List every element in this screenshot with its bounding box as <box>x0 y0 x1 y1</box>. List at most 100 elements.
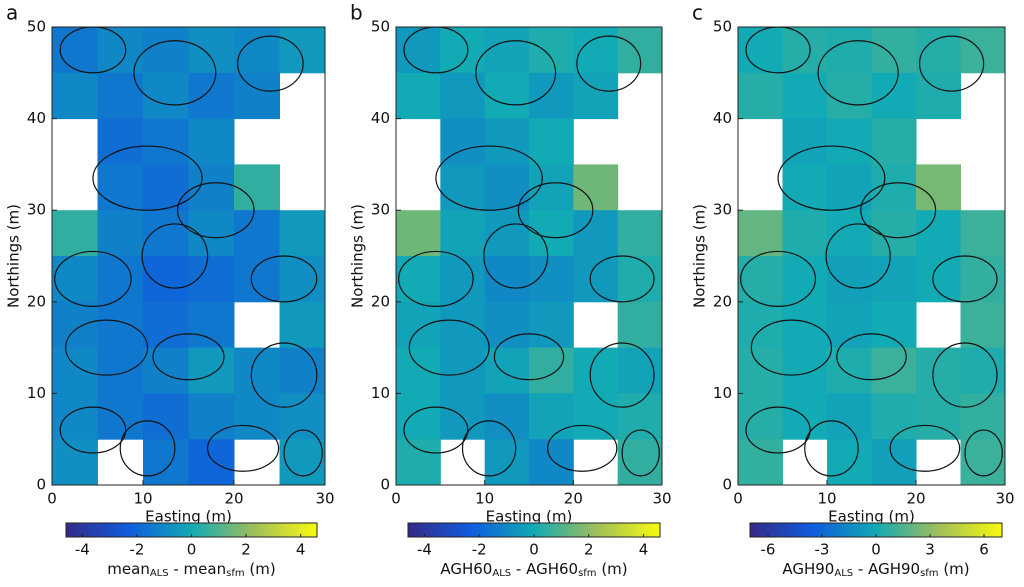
colorbar-segment <box>257 523 262 537</box>
colorbar-segment <box>426 523 431 537</box>
colorbar-segment <box>266 523 271 537</box>
colorbar-tick-label: 2 <box>584 541 594 559</box>
colorbar-segment <box>787 523 792 537</box>
heatmap-cell <box>440 27 486 74</box>
crown-outline <box>283 429 323 477</box>
colorbar-segment <box>578 523 582 537</box>
heatmap-cell <box>916 164 961 211</box>
colorbar-segment <box>69 523 73 537</box>
colorbar-segment <box>983 523 987 537</box>
colorbar-segment <box>942 523 946 537</box>
colorbar-segment <box>898 523 902 537</box>
colorbar-segment <box>797 523 801 537</box>
crown-outline <box>403 406 469 454</box>
heatmap-cell <box>484 301 530 349</box>
colorbar-segment <box>279 523 283 537</box>
colorbar-segment <box>282 523 287 537</box>
colorbar-segment <box>84 523 89 537</box>
colorbar-segment <box>957 523 962 537</box>
colorbar-segment <box>597 523 601 537</box>
heatmap-cell <box>440 393 486 440</box>
y-tick-label: 10 <box>371 384 390 402</box>
colorbar-segment <box>175 523 180 537</box>
x-tick-label: 20 <box>906 490 925 508</box>
heatmap-cell <box>188 347 235 394</box>
crown-outline <box>435 145 543 211</box>
colorbar-segment <box>653 523 658 537</box>
colorbar-segment <box>247 523 252 537</box>
colorbar-segment <box>838 523 842 537</box>
heatmap-cell <box>484 210 530 257</box>
heatmap-cell <box>782 256 828 303</box>
heatmap-cell <box>573 393 619 440</box>
heatmap-cell <box>916 347 961 394</box>
heatmap-cell <box>617 393 663 440</box>
colorbar-tick-label: 0 <box>529 541 539 559</box>
colorbar-segment <box>483 523 488 537</box>
heatmap-cell <box>573 256 619 303</box>
colorbar-segment <box>932 523 937 537</box>
colorbar-segment <box>508 523 513 537</box>
heatmap-cell <box>279 439 326 486</box>
colorbar-segment <box>910 523 915 537</box>
colorbar-segment <box>759 523 764 537</box>
heatmap-cell <box>188 118 235 165</box>
y-tick-label: 50 <box>713 18 732 36</box>
heatmap-cell <box>827 72 872 120</box>
colorbar-tick-label: -2 <box>129 541 144 559</box>
heatmap-cell <box>440 72 486 120</box>
colorbar-segment <box>879 523 883 537</box>
heatmap-cell <box>143 27 189 74</box>
heatmap-cell <box>738 393 783 440</box>
colorbar-segment <box>612 523 617 537</box>
colorbar-segment <box>800 523 805 537</box>
colorbar-segment <box>568 523 573 537</box>
colorbar-segment <box>493 523 497 537</box>
heatmap-cell <box>827 393 872 440</box>
heatmap-cell <box>484 27 530 74</box>
colorbar-segment <box>565 523 570 537</box>
colorbar-segment <box>91 523 95 537</box>
y-tick-label: 40 <box>371 109 390 127</box>
colorbar-segment <box>486 523 491 537</box>
colorbar-segment <box>461 523 466 537</box>
crown-outline <box>207 424 280 472</box>
colorbar-segment <box>954 523 959 537</box>
colorbar-tick-label: 4 <box>639 541 649 559</box>
colorbar-segment <box>122 523 127 537</box>
colorbar-segment <box>260 523 265 537</box>
colorbar-segment <box>78 523 83 537</box>
colorbar-segment <box>511 523 516 537</box>
colorbar-label-part: - AGH60 <box>511 560 578 578</box>
heatmap-cell <box>827 256 872 303</box>
colorbar-label-part: - AGH90 <box>853 560 920 578</box>
colorbar-segment <box>147 523 152 537</box>
heatmap-cell <box>738 72 783 120</box>
colorbar-segment <box>559 523 563 537</box>
heatmap-cell <box>188 393 235 440</box>
colorbar-segment <box>641 523 645 537</box>
heatmap-cell <box>484 393 530 440</box>
colorbar-segment <box>502 523 507 537</box>
colorbar-segment <box>929 523 934 537</box>
plot-frame <box>51 26 326 486</box>
heatmap-cell <box>617 301 663 349</box>
colorbar-segment <box>232 523 236 537</box>
colorbar-segment <box>920 523 924 537</box>
colorbar-segment <box>442 523 447 537</box>
colorbar-segment <box>540 523 544 537</box>
colorbar-segment <box>860 523 864 537</box>
heatmap-cell <box>484 72 530 120</box>
heatmap-cell <box>52 393 98 440</box>
crown-outline <box>932 255 998 303</box>
heatmap-cell <box>440 301 486 349</box>
heatmap-cell <box>279 301 326 349</box>
colorbar-segment <box>989 523 994 537</box>
colorbar-segment <box>182 523 186 537</box>
colorbar-segment <box>606 523 611 537</box>
colorbar-segment <box>590 523 595 537</box>
crown-outline <box>250 342 318 408</box>
heatmap-cell <box>279 393 326 440</box>
colorbar-segment <box>634 523 639 537</box>
heatmap-cell <box>827 27 872 74</box>
